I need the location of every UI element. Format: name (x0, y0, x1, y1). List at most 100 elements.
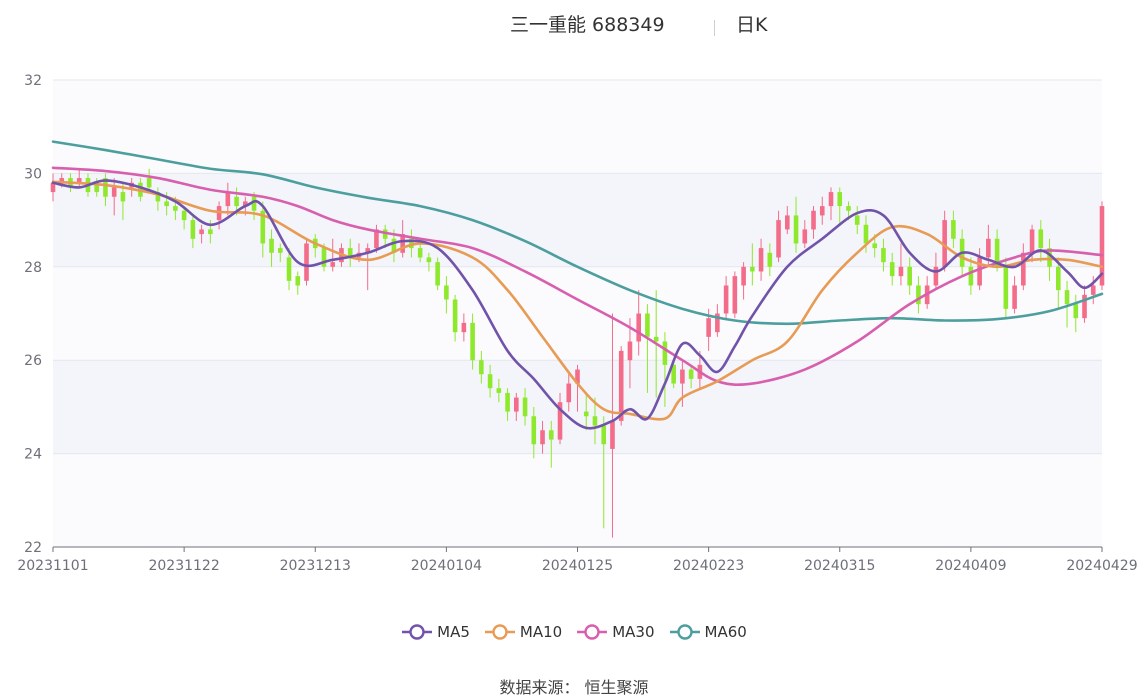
candle (854, 206, 860, 235)
candle-body (951, 220, 956, 239)
candle-body (164, 201, 169, 207)
candle (251, 192, 257, 221)
candle (452, 294, 458, 342)
candle-body (977, 257, 982, 286)
candle-body (662, 341, 668, 365)
candle-body (872, 243, 878, 249)
candle (802, 220, 808, 249)
candle-body (863, 224, 869, 244)
legend-line-circle-icon (669, 624, 700, 640)
candle-body (426, 257, 432, 263)
candle (435, 257, 440, 291)
candle-body (251, 196, 257, 211)
candle (1021, 243, 1026, 291)
candle (487, 364, 493, 398)
legend-item-ma30[interactable]: MA30 (576, 620, 655, 644)
candle-body (767, 252, 773, 267)
candle-body (575, 369, 580, 384)
candle (225, 182, 231, 216)
ma60-line (51, 140, 1104, 326)
candle (793, 196, 799, 253)
candle-body (750, 266, 755, 272)
candle-body (146, 178, 152, 188)
candle (828, 187, 834, 221)
candle (103, 173, 108, 207)
legend-circle (676, 624, 693, 640)
candle-body (898, 266, 904, 277)
x-tick-label: 20240409 (935, 558, 1006, 574)
candle-body (347, 248, 353, 258)
y-tick-label: 30 (24, 166, 42, 182)
candle-body (286, 257, 292, 281)
candle-body (645, 313, 650, 337)
candle-body (776, 220, 781, 258)
candle (1003, 257, 1009, 319)
candle (750, 243, 755, 286)
ma5-line (51, 179, 1104, 430)
candle-body (601, 425, 607, 445)
chart-period: 日K (736, 14, 768, 36)
candle (496, 378, 502, 403)
candle-body (470, 322, 475, 361)
x-axis: 20231101 20231122 20231213 20240104 20240125… (17, 546, 1138, 574)
candle-body (706, 318, 711, 337)
candle (277, 243, 283, 263)
candle-body (374, 229, 379, 249)
candle (470, 313, 475, 370)
candle (1064, 280, 1070, 328)
candle (1082, 285, 1087, 323)
candle-body (277, 248, 283, 253)
chart-legend: MA5 MA10 MA30 MA60 (0, 620, 1148, 644)
legend-item-ma10[interactable]: MA10 (484, 620, 562, 644)
legend-circle (409, 624, 425, 640)
candle-body (531, 416, 537, 445)
candle-body (802, 229, 808, 244)
legend-circle (584, 624, 600, 640)
candle (785, 206, 790, 235)
candle-body (208, 229, 213, 235)
candle (1055, 257, 1061, 309)
candle-body (391, 238, 397, 253)
candle-body (627, 341, 633, 361)
candle (286, 248, 292, 291)
candle-body (1029, 229, 1035, 253)
candle-body (59, 178, 65, 183)
candle-body (889, 262, 895, 277)
candle (479, 350, 484, 384)
candle (557, 392, 563, 445)
candle-body (1038, 229, 1044, 249)
candle-body (986, 238, 991, 258)
candle (269, 229, 274, 267)
candle-body (155, 192, 161, 202)
candle (548, 420, 554, 468)
legend-item-ma5[interactable]: MA5 (401, 620, 470, 644)
candle-body (846, 206, 851, 211)
candle-body (785, 215, 790, 230)
candle (347, 238, 353, 267)
legend-item-ma60[interactable]: MA60 (669, 620, 747, 644)
legend-label: MA30 (612, 623, 655, 641)
candle-body (400, 234, 405, 253)
candle (50, 173, 56, 202)
candle-body (680, 369, 685, 384)
candlestick-chart: 22 24 26 28 30 32 20231101 20231122 20231213 2024… (17, 73, 1138, 574)
legend-label: MA10 (519, 623, 563, 641)
candle-body (417, 248, 423, 258)
candle-body (487, 374, 493, 389)
data-source: 数据来源： 恒生聚源 (499, 678, 649, 697)
candle-body (994, 238, 1000, 267)
candle-body (610, 420, 615, 449)
candle-body (758, 248, 764, 272)
x-tick-label: 20240104 (411, 558, 482, 574)
candle-body (181, 210, 187, 221)
x-tick-label: 20240429 (1066, 558, 1137, 574)
candle-body (461, 322, 467, 333)
candle-body (94, 182, 100, 193)
candle (1090, 276, 1096, 305)
candle (592, 397, 598, 445)
candle-body (793, 215, 799, 244)
candle (994, 229, 1000, 272)
candle-body (1099, 206, 1105, 286)
candle (636, 290, 641, 356)
candle (601, 416, 607, 529)
